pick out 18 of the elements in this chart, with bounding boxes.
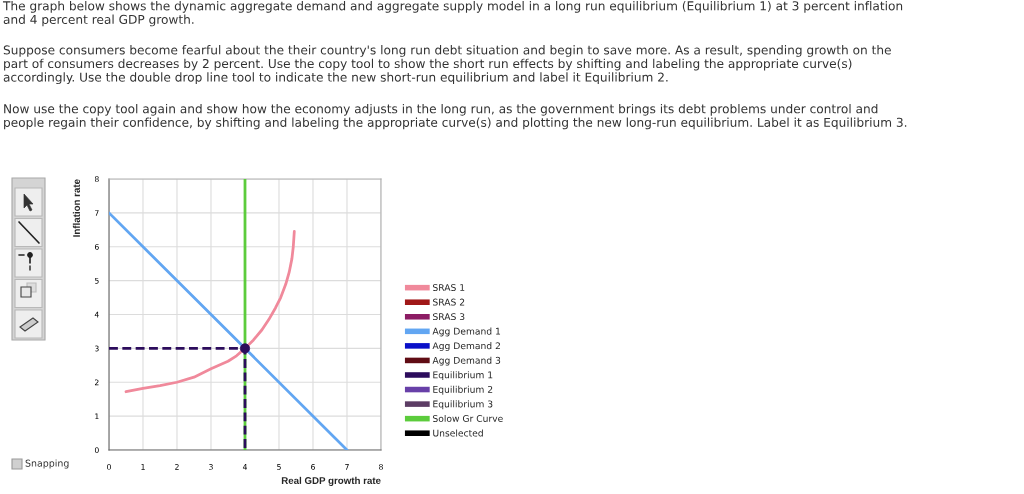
legend-label: SRAS 1 <box>433 284 465 291</box>
legend-label: Unselected <box>433 429 483 437</box>
legend-label: Equilibrium 2 <box>433 385 493 395</box>
line-series <box>124 230 296 394</box>
text: Now use the copy tool again and show how the economy adjusts in the long run, as the government brings its debt problems under control and people regain their confidence, by shifting and labeling the appropriate curve(s) and plotting the new long-run equilibrium. Label it as Equilibrium 3. <box>4 103 907 130</box>
legend-label: SRAS 2 <box>433 298 465 306</box>
legend-label: SRAS 3 <box>433 313 465 321</box>
text: The graph below shows the dynamic aggregate demand and aggregate supply model in a long run equilibrium (Equilibrium 1) at 3 percent inflation and 4 percent real GDP growth. <box>2 1 903 27</box>
legend-label: Agg Demand 3 <box>432 356 501 366</box>
text: Snapping <box>25 459 69 469</box>
y-axis-title: Inflation rate <box>72 179 80 237</box>
legend-label: Equilibrium 3 <box>433 400 493 410</box>
legend-label: Equilibrium 1 <box>433 371 493 381</box>
legend-label: Agg Demand 2 <box>432 342 500 351</box>
legend-label: Agg Demand 1 <box>432 327 501 337</box>
text: Suppose consumers become fearful about the their country's long run debt situation and begin to save more. As a result, spending growth on the part of consumers decreases by 2 percent. Use the copy tool to show the short run effects by shifting and labeling the appropriate curve(s) accordingly. Use the double drop line tool to indicate the new short-run equilibrium and label it Equilibrium 2. <box>3 45 891 85</box>
x-axis-title: Real GDP growth rate <box>281 476 381 486</box>
legend-label: Solow Gr Curve <box>433 414 503 422</box>
